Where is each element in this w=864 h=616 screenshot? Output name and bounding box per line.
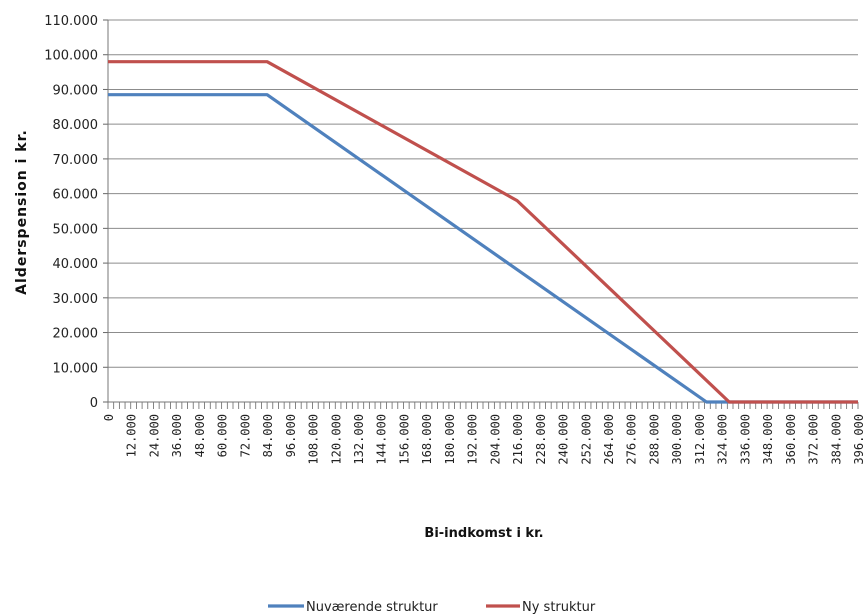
x-tick-label: 120.000 bbox=[329, 414, 343, 465]
y-axis-ticks: 0 10.000 20.000 30.000 40.000 50.000 60.000 70.… bbox=[44, 14, 108, 411]
x-tick-label: 288.000 bbox=[647, 414, 661, 465]
x-tick-label: 204.000 bbox=[488, 414, 502, 465]
x-tick-label: 72.000 bbox=[238, 414, 252, 457]
series-line bbox=[108, 93, 858, 404]
legend-label: Ny struktur bbox=[522, 600, 596, 615]
y-tick-label: 10.000 bbox=[53, 361, 99, 376]
y-tick-label: 30.000 bbox=[53, 292, 99, 307]
series-lines bbox=[108, 60, 858, 404]
x-tick-label: 372.000 bbox=[807, 414, 821, 465]
x-tick-label: 96.000 bbox=[284, 414, 298, 457]
x-tick-label: 84.000 bbox=[261, 414, 275, 457]
y-tick-label: 110.000 bbox=[44, 14, 98, 29]
y-tick-label: 50.000 bbox=[53, 222, 99, 237]
x-tick-label: 216.000 bbox=[511, 414, 525, 465]
legend: Nuværende struktur Ny struktur bbox=[268, 600, 596, 615]
x-tick-label: 384.000 bbox=[829, 414, 843, 465]
x-tick-label: 48.000 bbox=[193, 414, 207, 457]
legend-label: Nuværende struktur bbox=[306, 600, 438, 615]
series-line bbox=[108, 60, 858, 404]
x-tick-label: 132.000 bbox=[352, 414, 366, 465]
y-tick-label: 90.000 bbox=[53, 83, 99, 98]
y-tick-label: 80.000 bbox=[53, 118, 99, 133]
x-tick-label: 312.000 bbox=[693, 414, 707, 465]
x-tick-label: 24.000 bbox=[147, 414, 161, 457]
x-tick-label: 264.000 bbox=[602, 414, 616, 465]
x-tick-label: 60.000 bbox=[216, 414, 230, 457]
x-axis-ticks: 0 12.000 24.000 36.000 48.000 60.000 72.000 84.… bbox=[102, 402, 864, 465]
x-tick-label: 324.000 bbox=[716, 414, 730, 465]
x-tick-label: 276.000 bbox=[625, 414, 639, 465]
x-axis-label: Bi-indkomst i kr. bbox=[424, 526, 543, 541]
axes bbox=[107, 20, 858, 403]
y-tick-label: 0 bbox=[90, 396, 98, 411]
gridlines bbox=[108, 19, 858, 368]
y-axis-label: Alderspension i kr. bbox=[14, 129, 30, 295]
x-tick-label: 240.000 bbox=[557, 414, 571, 465]
x-tick-label: 252.000 bbox=[579, 414, 593, 465]
x-tick-label: 180.000 bbox=[443, 414, 457, 465]
x-tick-label: 36.000 bbox=[170, 414, 184, 457]
x-tick-label: 192.000 bbox=[466, 414, 480, 465]
x-tick-label: 228.000 bbox=[534, 414, 548, 465]
x-tick-label: 144.000 bbox=[375, 414, 389, 465]
x-tick-label: 168.000 bbox=[420, 414, 434, 465]
x-tick-label: 108.000 bbox=[307, 414, 321, 465]
x-tick-label: 300.000 bbox=[670, 414, 684, 465]
y-tick-label: 40.000 bbox=[53, 257, 99, 272]
x-tick-label: 360.000 bbox=[784, 414, 798, 465]
x-tick-label: 336.000 bbox=[738, 414, 752, 465]
x-tick-label: 396.000 bbox=[852, 414, 864, 465]
y-tick-label: 20.000 bbox=[53, 327, 99, 342]
x-tick-label: 12.000 bbox=[125, 414, 139, 457]
y-tick-label: 60.000 bbox=[53, 188, 99, 203]
y-tick-label: 100.000 bbox=[44, 49, 98, 64]
x-tick-label: 348.000 bbox=[761, 414, 775, 465]
x-tick-label: 0 bbox=[102, 414, 116, 421]
y-tick-label: 70.000 bbox=[53, 153, 99, 168]
x-tick-label: 156.000 bbox=[397, 414, 411, 465]
